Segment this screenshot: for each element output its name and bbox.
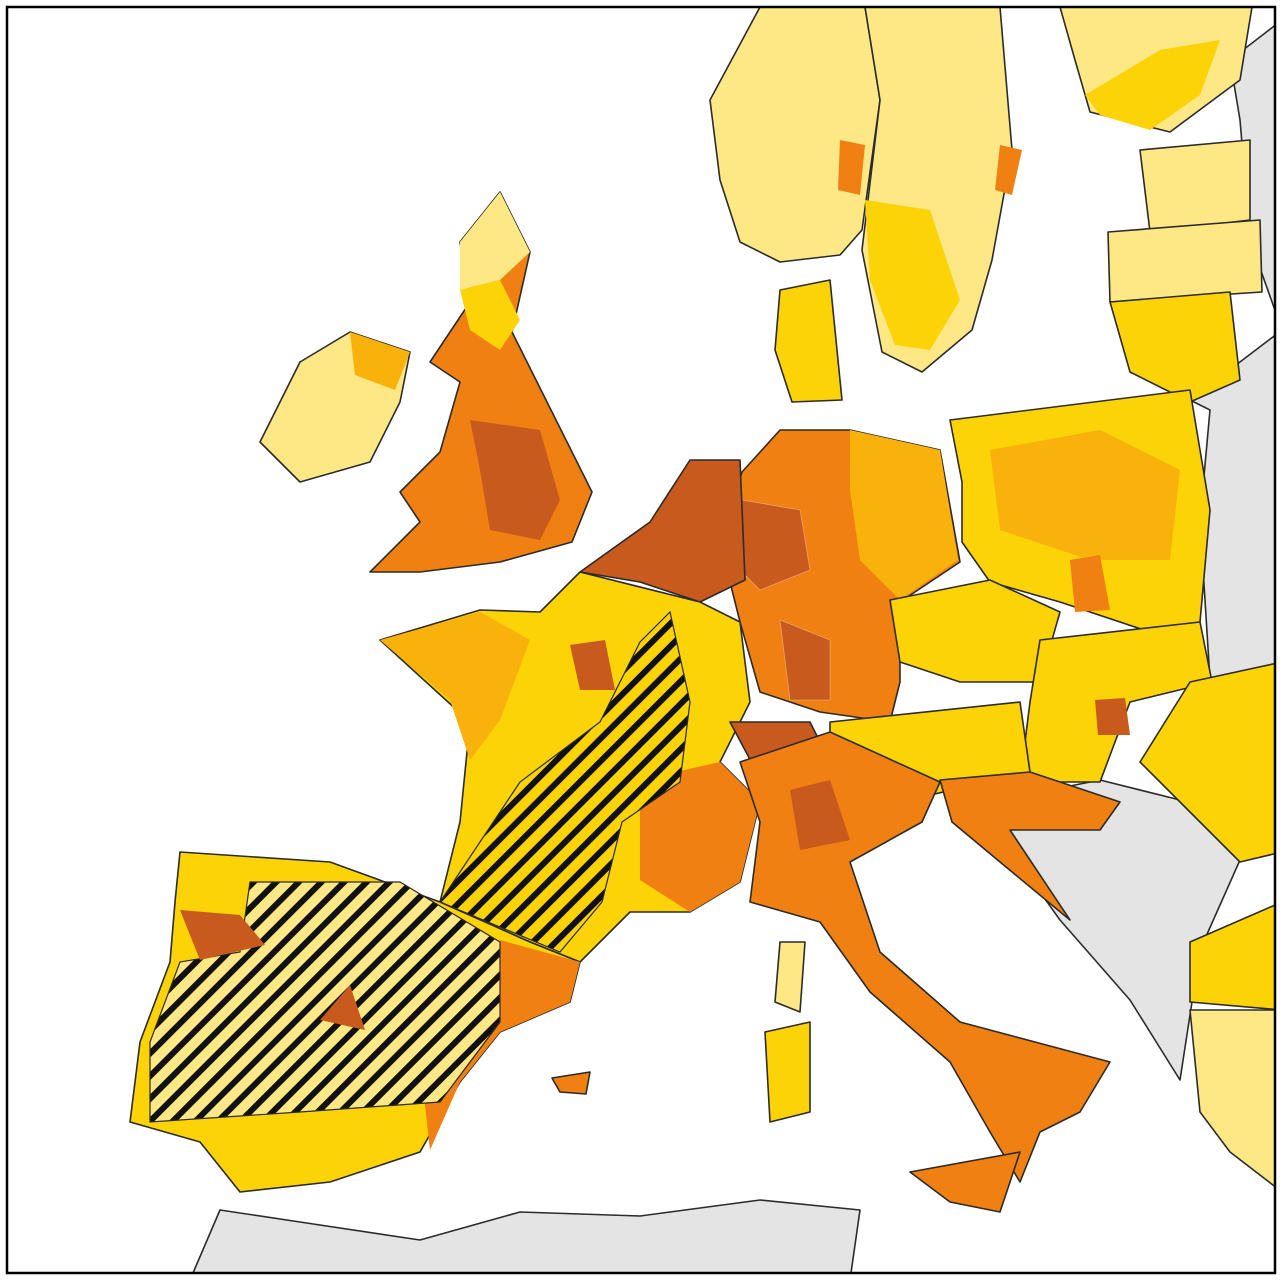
galicia [180, 910, 265, 960]
land [129, 7, 1275, 1273]
sardinia [764, 1021, 811, 1123]
benelux [579, 459, 746, 603]
norway [709, 7, 881, 263]
estonia [1139, 139, 1251, 233]
frame [5, 5, 1277, 1275]
italy [739, 731, 1111, 1183]
denmark [774, 279, 843, 403]
germany-east [850, 430, 958, 600]
greece [1189, 1009, 1275, 1188]
france-southeast [640, 762, 760, 912]
sweden-south [865, 200, 960, 350]
latvia [1107, 219, 1263, 303]
germany-south [779, 619, 831, 701]
scotland-north [460, 192, 530, 290]
sicily [909, 1151, 1021, 1213]
bulgaria [1189, 904, 1275, 1011]
north-africa [192, 1199, 861, 1273]
slovenia-croatia [939, 771, 1121, 921]
paris [570, 640, 615, 690]
italy-north [790, 780, 850, 850]
stockholm [995, 145, 1022, 195]
poland-center [990, 430, 1180, 560]
krakow [1070, 555, 1110, 612]
corsica [774, 941, 806, 1013]
russia-north [1229, 24, 1275, 313]
france-west [380, 612, 530, 760]
balearics [551, 1071, 591, 1095]
england-center [470, 420, 560, 540]
oslo [838, 140, 865, 195]
france-hatch [439, 610, 691, 953]
lithuania [1109, 291, 1241, 403]
romania [1139, 662, 1275, 863]
madrid [320, 985, 365, 1030]
budapest [1095, 698, 1130, 735]
spain-east [420, 940, 580, 1150]
finland-south [1085, 40, 1220, 130]
scotland [460, 280, 520, 350]
dublin [350, 332, 410, 390]
